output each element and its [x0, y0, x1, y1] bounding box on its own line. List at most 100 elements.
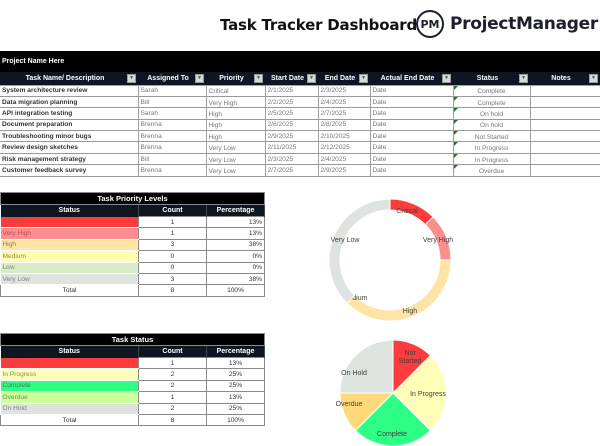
- column-header[interactable]: Start Date ▼: [265, 72, 318, 85]
- summary-label[interactable]: In Progress: [0, 368, 139, 381]
- summary-count[interactable]: 2: [138, 368, 207, 381]
- chart-slice[interactable]: [339, 339, 394, 394]
- end-date-cell[interactable]: 2/9/2025: [317, 164, 371, 177]
- status-cell[interactable]: Complete: [452, 84, 531, 97]
- total-count[interactable]: 8: [138, 413, 207, 427]
- assigned-to-cell[interactable]: Brenna: [137, 118, 207, 132]
- assigned-to-cell[interactable]: Brenna: [137, 130, 207, 143]
- filter-dropdown-icon[interactable]: ▼: [195, 74, 204, 83]
- summary-count[interactable]: 1: [138, 356, 207, 370]
- status-cell[interactable]: In Progress: [452, 152, 531, 166]
- end-date-cell[interactable]: 2/4/2025: [317, 152, 371, 166]
- summary-count[interactable]: 2: [138, 379, 207, 393]
- actual-end-date-cell[interactable]: Date: [369, 95, 454, 109]
- actual-end-date-cell[interactable]: Date: [369, 164, 454, 177]
- filter-dropdown-icon[interactable]: ▼: [442, 74, 451, 83]
- total-pct[interactable]: 100%: [206, 413, 265, 427]
- column-header[interactable]: Notes ▼: [530, 72, 600, 85]
- start-date-cell[interactable]: 2/11/2025: [264, 141, 319, 154]
- project-name[interactable]: Project Name Here: [0, 51, 600, 72]
- start-date-cell[interactable]: 2/1/2025: [264, 84, 319, 97]
- summary-percentage[interactable]: 0%: [205, 261, 266, 274]
- filter-dropdown-icon[interactable]: ▼: [519, 74, 528, 83]
- total-label[interactable]: Total: [0, 284, 139, 297]
- assigned-to-cell[interactable]: Brenna: [137, 141, 207, 154]
- actual-end-date-cell[interactable]: Date: [369, 118, 454, 132]
- column-header[interactable]: Actual End Date ▼: [370, 72, 453, 85]
- filter-dropdown-icon[interactable]: ▼: [127, 74, 136, 83]
- summary-label[interactable]: Very High: [0, 227, 139, 240]
- priority-cell[interactable]: Very Low: [205, 164, 266, 177]
- task-name-cell[interactable]: Document preparation: [0, 118, 139, 132]
- column-header[interactable]: Assigned To ▼: [138, 72, 206, 85]
- priority-cell[interactable]: High: [205, 130, 266, 143]
- summary-percentage[interactable]: 25%: [206, 379, 265, 393]
- end-date-cell[interactable]: 2/10/2025: [317, 130, 371, 143]
- chart-slice[interactable]: [328, 198, 391, 304]
- actual-end-date-cell[interactable]: Date: [369, 107, 454, 120]
- summary-label[interactable]: Overdue: [0, 391, 139, 404]
- end-date-cell[interactable]: 2/8/2025: [317, 118, 371, 132]
- end-date-cell[interactable]: 2/4/2025: [317, 95, 371, 109]
- summary-label[interactable]: Critical: [0, 216, 139, 229]
- status-cell[interactable]: Overdue: [452, 164, 531, 177]
- priority-donut-chart[interactable]: Critical Very High High Medium Very Low: [320, 190, 460, 330]
- summary-count[interactable]: 1: [138, 215, 207, 229]
- summary-percentage[interactable]: 13%: [205, 215, 266, 229]
- filter-dropdown-icon[interactable]: ▼: [307, 74, 316, 83]
- summary-label[interactable]: Low: [0, 262, 139, 274]
- summary-percentage[interactable]: 38%: [205, 238, 266, 252]
- status-cell[interactable]: On hold: [452, 107, 531, 120]
- column-header[interactable]: Priority ▼: [206, 72, 265, 85]
- notes-cell[interactable]: [529, 130, 600, 143]
- priority-cell[interactable]: Very Low: [205, 152, 266, 166]
- task-name-cell[interactable]: Data migration planning: [0, 95, 139, 109]
- status-cell[interactable]: On hold: [452, 118, 531, 132]
- column-header[interactable]: End Date ▼: [318, 72, 370, 85]
- actual-end-date-cell[interactable]: Date: [369, 141, 454, 154]
- column-header[interactable]: Status ▼: [453, 72, 530, 85]
- priority-cell[interactable]: Critical: [205, 84, 266, 97]
- start-date-cell[interactable]: 2/9/2025: [264, 130, 319, 143]
- summary-percentage[interactable]: 13%: [206, 356, 265, 370]
- summary-count[interactable]: 3: [138, 238, 207, 252]
- column-header[interactable]: Task Name/ Description ▼: [0, 72, 138, 85]
- task-name-cell[interactable]: Review design sketches: [0, 141, 139, 154]
- actual-end-date-cell[interactable]: Date: [369, 152, 454, 166]
- summary-label[interactable]: Complete: [0, 380, 139, 393]
- summary-percentage[interactable]: 13%: [205, 227, 266, 240]
- summary-count[interactable]: 3: [138, 272, 207, 286]
- notes-cell[interactable]: [529, 84, 600, 97]
- total-count[interactable]: 8: [138, 284, 207, 297]
- task-name-cell[interactable]: Troubleshooting minor bugs: [0, 130, 139, 143]
- summary-count[interactable]: 0: [138, 250, 207, 263]
- priority-cell[interactable]: High: [205, 118, 266, 132]
- task-name-cell[interactable]: Customer feedback survey: [0, 164, 139, 177]
- assigned-to-cell[interactable]: Bill: [137, 152, 207, 166]
- end-date-cell[interactable]: 2/12/2025: [317, 141, 371, 154]
- task-name-cell[interactable]: Risk management strategy: [0, 152, 139, 166]
- summary-label[interactable]: Very Low: [0, 273, 139, 286]
- priority-cell[interactable]: High: [205, 107, 266, 120]
- actual-end-date-cell[interactable]: Date: [369, 130, 454, 143]
- status-cell[interactable]: In Progress: [452, 141, 531, 154]
- chart-slice[interactable]: [392, 354, 447, 432]
- task-name-cell[interactable]: System architecture review: [0, 84, 139, 97]
- summary-percentage[interactable]: 38%: [205, 272, 266, 286]
- end-date-cell[interactable]: 2/3/2025: [317, 84, 371, 97]
- start-date-cell[interactable]: 2/7/2025: [264, 164, 319, 177]
- chart-slice[interactable]: [346, 259, 452, 322]
- notes-cell[interactable]: [529, 164, 600, 177]
- priority-cell[interactable]: Very Low: [205, 141, 266, 154]
- summary-label[interactable]: Not Started: [0, 357, 139, 370]
- notes-cell[interactable]: [529, 107, 600, 120]
- assigned-to-cell[interactable]: Bill: [137, 95, 207, 109]
- summary-label[interactable]: On Hold: [0, 403, 139, 415]
- summary-percentage[interactable]: 13%: [206, 391, 265, 404]
- summary-percentage[interactable]: 25%: [206, 368, 265, 381]
- notes-cell[interactable]: [529, 118, 600, 132]
- summary-percentage[interactable]: 25%: [206, 402, 265, 415]
- end-date-cell[interactable]: 2/7/2025: [317, 107, 371, 120]
- priority-cell[interactable]: Very High: [205, 95, 266, 109]
